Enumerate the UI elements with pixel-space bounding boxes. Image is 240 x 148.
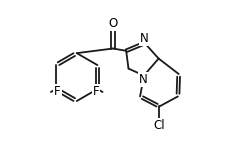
- Text: F: F: [54, 86, 61, 99]
- Text: N: N: [139, 73, 148, 86]
- Text: O: O: [108, 17, 118, 30]
- Text: N: N: [140, 32, 149, 45]
- Text: Cl: Cl: [154, 119, 165, 132]
- Text: F: F: [93, 86, 99, 99]
